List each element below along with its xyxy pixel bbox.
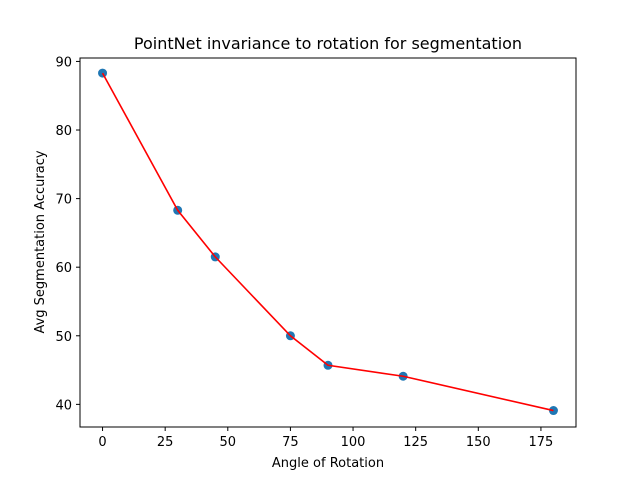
- y-tick-label: 80: [55, 124, 72, 139]
- x-axis: 0 25 50 75 100 125 150 175: [98, 427, 553, 450]
- y-tick-label: 50: [55, 330, 72, 345]
- series-line: [101, 72, 554, 412]
- x-tick-label: 75: [282, 435, 299, 450]
- series-layer: [98, 68, 558, 416]
- y-axis: 40 50 60 70 80 90: [55, 55, 80, 413]
- x-tick-label: 100: [341, 435, 366, 450]
- y-tick-label: 70: [55, 193, 72, 208]
- x-axis-label: Angle of Rotation: [272, 456, 384, 471]
- x-tick-label: 125: [403, 435, 428, 450]
- x-tick-label: 150: [466, 435, 491, 450]
- y-axis-label: Avg Segmentation Accuracy: [33, 150, 48, 333]
- chart-title: PointNet invariance to rotation for segm…: [134, 34, 522, 53]
- y-tick-label: 90: [55, 55, 72, 70]
- x-tick-label: 25: [157, 435, 174, 450]
- y-tick-label: 40: [55, 398, 72, 413]
- plot-frame: [79, 57, 577, 428]
- y-tick-label: 60: [55, 261, 72, 276]
- x-tick-label: 175: [529, 435, 554, 450]
- x-tick-label: 0: [98, 435, 106, 450]
- x-tick-label: 50: [220, 435, 237, 450]
